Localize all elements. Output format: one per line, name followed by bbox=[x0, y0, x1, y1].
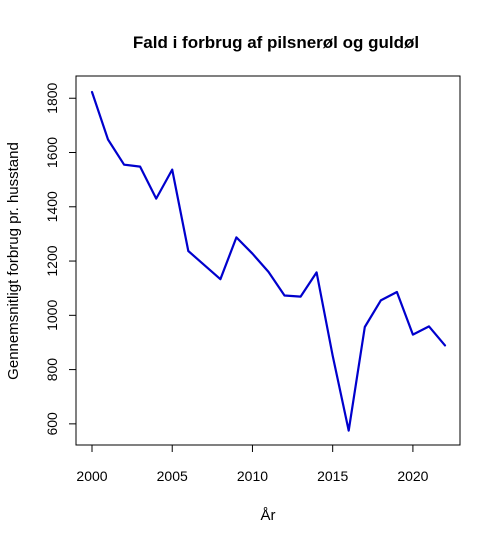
y-tick-label: 1200 bbox=[44, 245, 60, 276]
x-tick-label: 2015 bbox=[317, 468, 348, 484]
x-tick-label: 2020 bbox=[397, 468, 428, 484]
y-tick-label: 1400 bbox=[44, 191, 60, 222]
x-tick-label: 2005 bbox=[157, 468, 188, 484]
x-tick-label: 2000 bbox=[76, 468, 107, 484]
x-axis-label: År bbox=[261, 507, 276, 524]
series-layer bbox=[90, 90, 447, 432]
y-tick-label: 1600 bbox=[44, 137, 60, 168]
plot-frame bbox=[75, 75, 461, 446]
y-tick-label: 1000 bbox=[44, 300, 60, 331]
y-tick-label: 600 bbox=[44, 412, 60, 436]
y-axis-label: Gennemsnitligt forbrug pr. husstand bbox=[5, 142, 22, 380]
y-axis: 600 800 1000 1200 1400 1600 1800 bbox=[44, 82, 77, 436]
x-tick-label: 2010 bbox=[237, 468, 268, 484]
x-axis: 2000 2005 2010 2015 2020 bbox=[76, 444, 429, 484]
y-tick-label: 800 bbox=[44, 358, 60, 382]
y-tick-label: 1800 bbox=[44, 82, 60, 113]
series-line bbox=[90, 90, 447, 432]
chart-title: Fald i forbrug af pilsnerøl og guldøl bbox=[133, 33, 419, 52]
